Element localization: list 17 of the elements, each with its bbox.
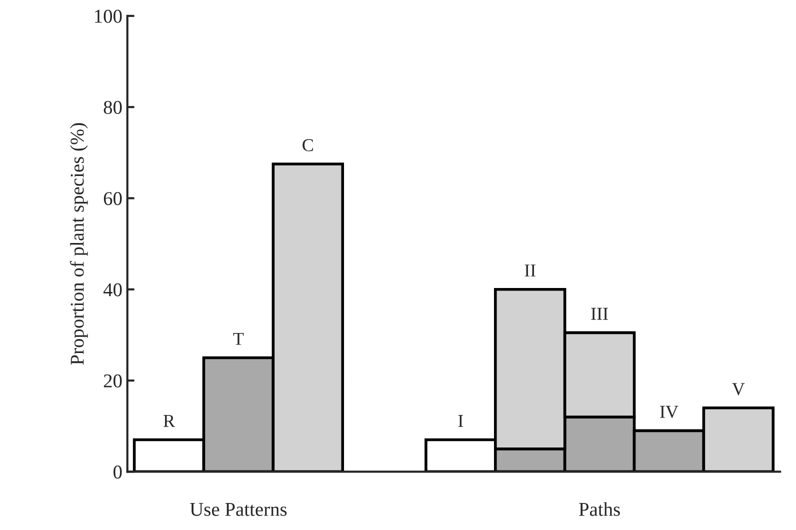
annotation: IV [660,406,678,418]
y-tick-label: 80 [104,100,122,114]
text: Use Patterns [190,503,287,516]
annotation: II [524,264,536,276]
y-tick-label: 60 [104,192,122,206]
y-tick-label: 40 [103,283,122,296]
y-tick-label: 0 [114,466,122,479]
annotation: R [164,415,176,427]
y-axis-title: Proportion of plant species (%) [70,123,88,365]
annotation: I [458,415,464,427]
annotation: C [302,139,313,152]
y-tick-label: 20 [104,374,122,388]
annotation: V [732,383,745,396]
annotation: III [591,308,608,320]
y-tick-label: 100 [95,10,122,23]
annotation: T [233,332,244,345]
text: Paths [579,502,620,516]
